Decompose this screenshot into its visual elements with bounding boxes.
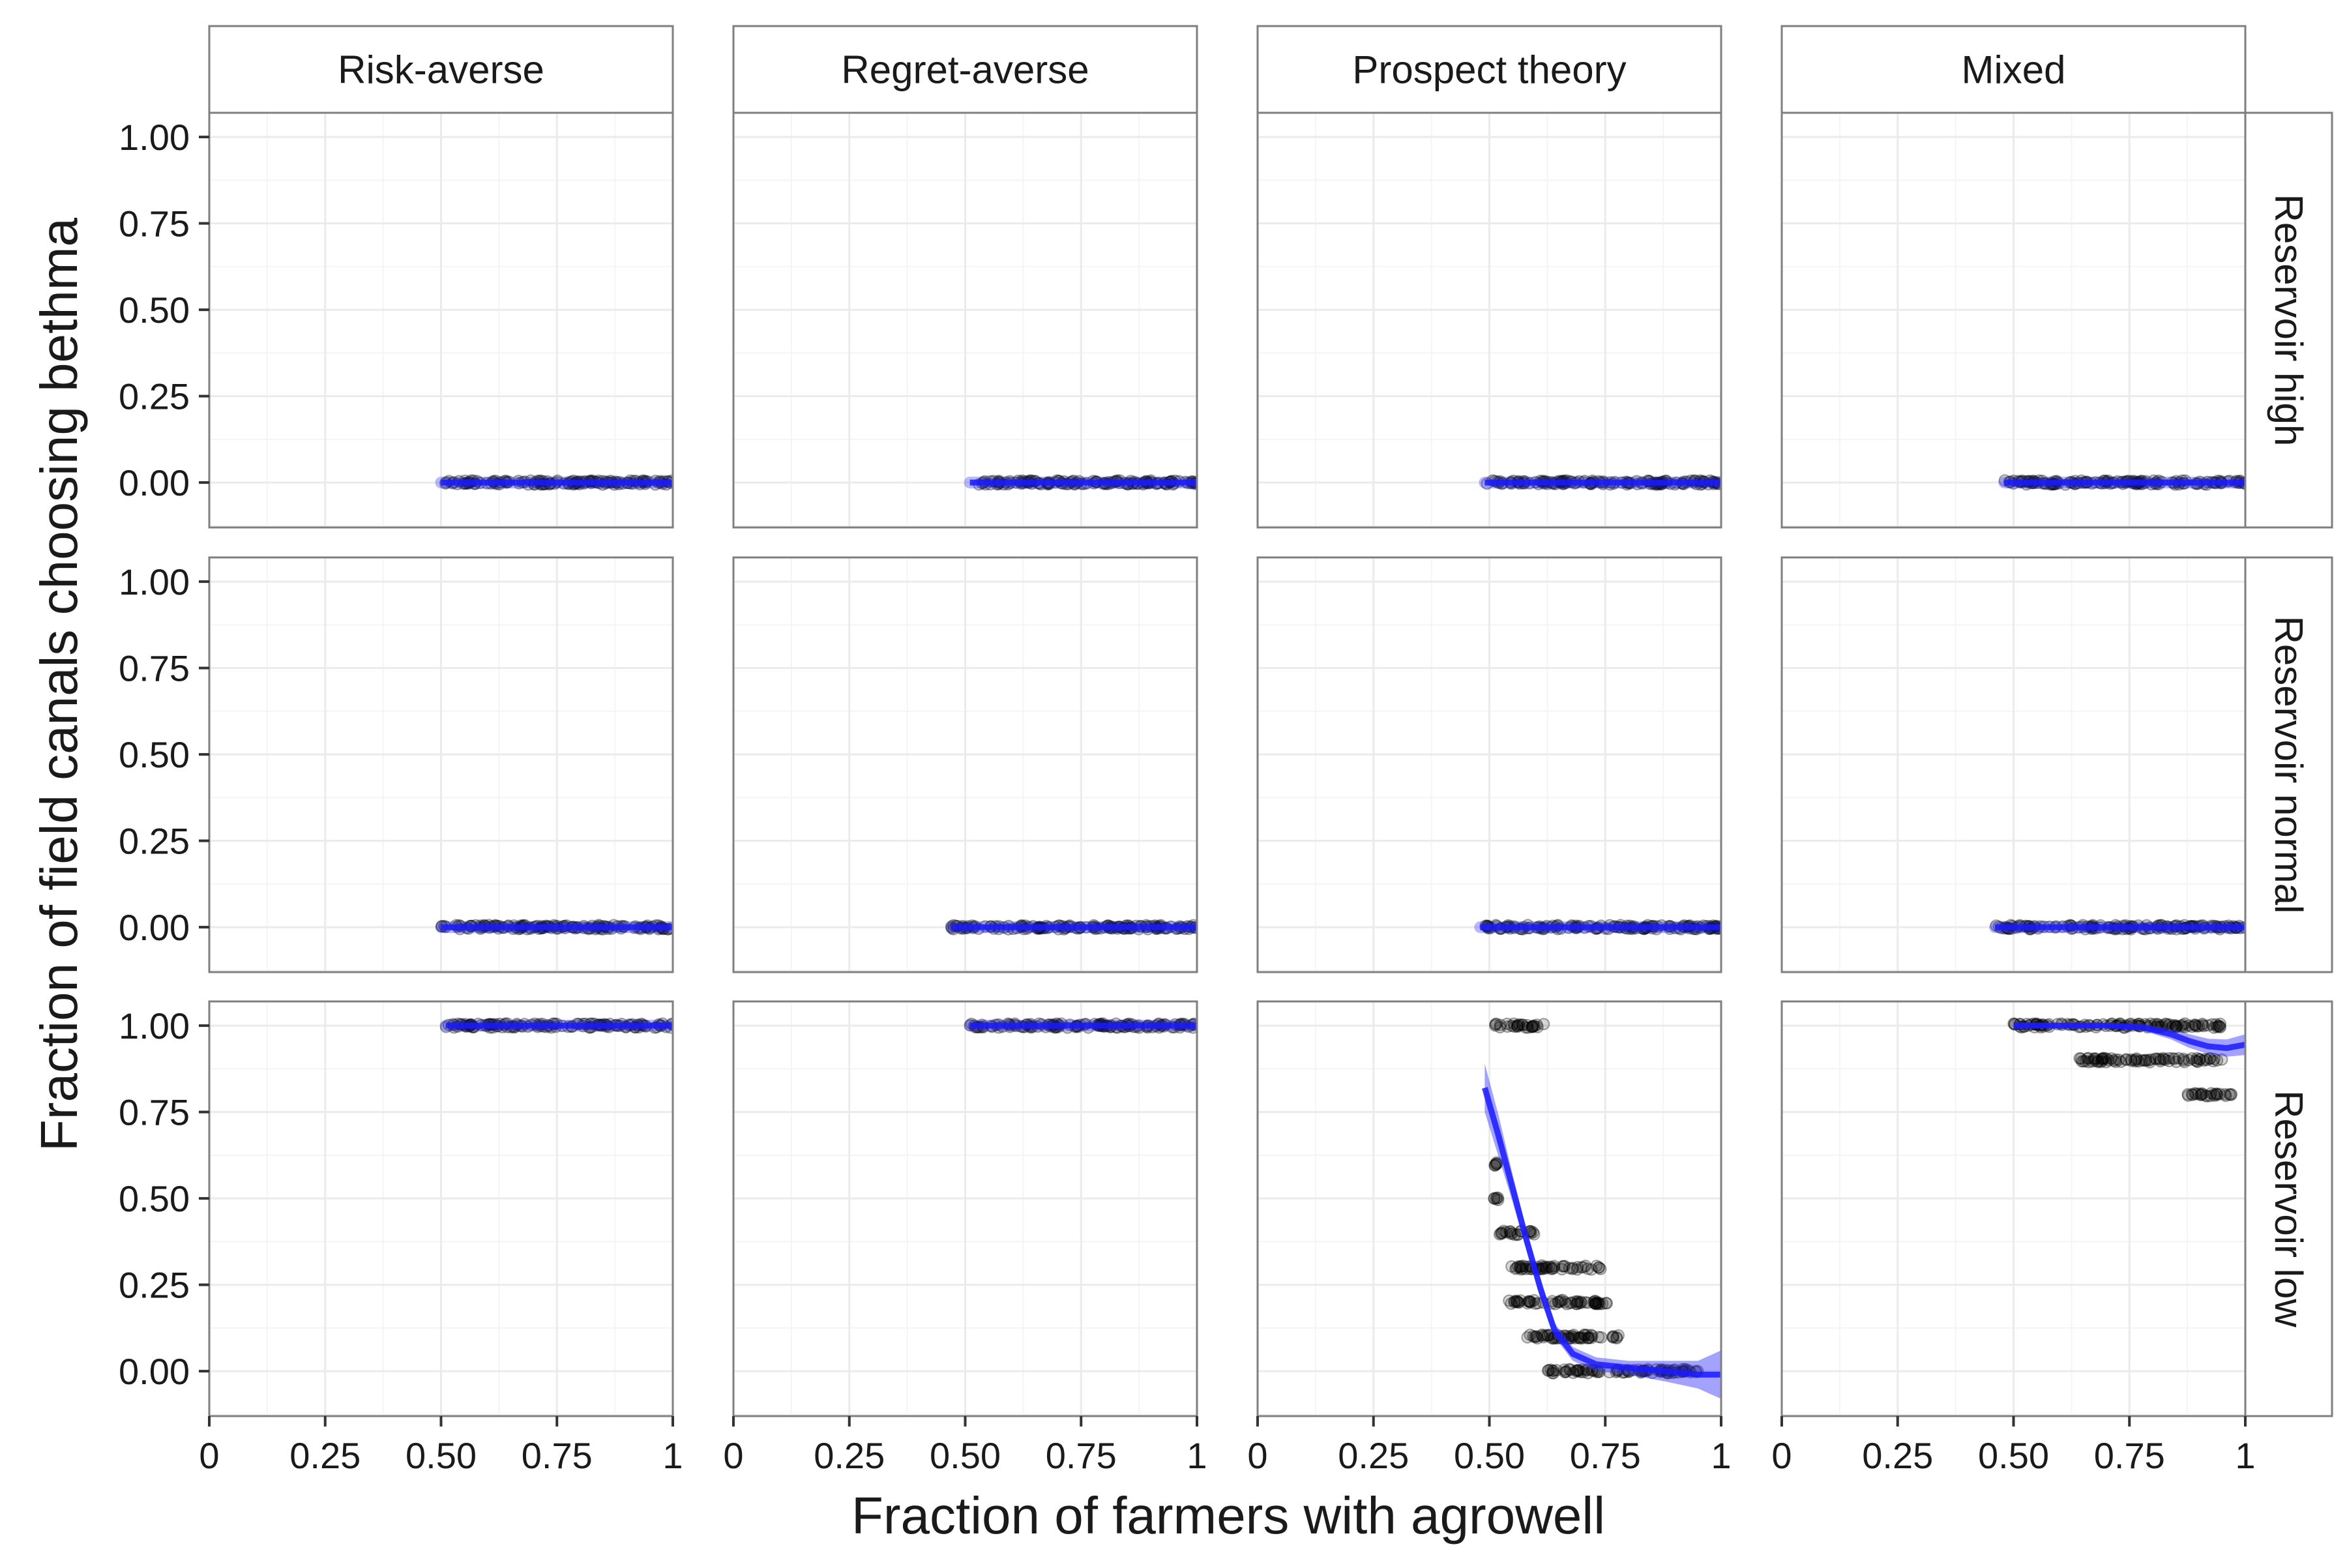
y-tick-label: 0.25 (119, 1265, 190, 1306)
data-point (2196, 1018, 2209, 1031)
data-point (1563, 1363, 1576, 1376)
data-point (2185, 1020, 2198, 1033)
x-tick-label: 1 (1711, 1435, 1731, 1476)
column-strip-label: Regret-averse (841, 48, 1089, 92)
x-axis-title: Fraction of farmers with agrowell (851, 1487, 1605, 1545)
data-point (1586, 1329, 1599, 1342)
data-point (1493, 1228, 1506, 1241)
row-strip-label: Reservoir normal (2267, 616, 2310, 914)
data-point (1508, 1020, 1521, 1033)
data-point (1589, 1297, 1602, 1310)
column-strip-label: Mixed (1961, 48, 2065, 92)
y-axis-title: Fraction of field canals choosing bethma (30, 218, 88, 1151)
x-tick-label: 0.50 (1978, 1435, 2049, 1476)
data-point (2149, 1052, 2162, 1065)
data-point (1552, 1295, 1565, 1309)
column-strip-label: Risk-averse (338, 48, 544, 92)
data-point (1530, 1330, 1543, 1343)
row-strip-label: Reservoir high (2267, 194, 2310, 447)
x-tick-label: 0 (1771, 1435, 1792, 1476)
data-point (1537, 1018, 1550, 1031)
data-point (2200, 1090, 2213, 1103)
data-point (2223, 1087, 2236, 1101)
x-tick-label: 1 (1187, 1435, 1207, 1476)
x-tick-label: 0.75 (522, 1435, 593, 1476)
data-point (1521, 1297, 1534, 1310)
y-tick-label: 0.50 (119, 1178, 190, 1219)
x-tick-label: 0.75 (1046, 1435, 1117, 1476)
x-tick-label: 0.50 (1454, 1435, 1525, 1476)
x-tick-label: 0 (723, 1435, 743, 1476)
y-tick-label: 0.75 (119, 1092, 190, 1133)
data-point (1505, 1260, 1518, 1273)
column-strip-label: Prospect theory (1352, 48, 1626, 92)
x-tick-label: 0.50 (406, 1435, 477, 1476)
y-tick-label: 1.00 (119, 561, 190, 602)
x-tick-label: 0.25 (289, 1435, 361, 1476)
data-point (1488, 1159, 1501, 1172)
x-tick-label: 0 (199, 1435, 219, 1476)
x-tick-label: 0.75 (1570, 1435, 1641, 1476)
data-point (1606, 1330, 1619, 1343)
data-point (1488, 1192, 1501, 1206)
y-tick-label: 0.25 (119, 821, 190, 862)
data-point (1547, 1364, 1560, 1377)
x-tick-label: 0.25 (1338, 1435, 1409, 1476)
y-tick-label: 0.50 (119, 289, 190, 331)
row-strip-label: Reservoir low (2267, 1090, 2310, 1327)
x-tick-label: 0.50 (930, 1435, 1001, 1476)
data-point (1544, 1260, 1557, 1273)
y-tick-label: 0.75 (119, 648, 190, 689)
data-point (1563, 1262, 1576, 1275)
y-tick-label: 0.75 (119, 203, 190, 244)
data-point (1571, 1295, 1584, 1308)
data-point (2074, 1052, 2088, 1065)
x-tick-label: 0.25 (814, 1435, 885, 1476)
data-point (2172, 1052, 2185, 1065)
data-point (1494, 1021, 1507, 1034)
y-tick-label: 0.25 (119, 376, 190, 417)
data-point (2109, 1053, 2122, 1066)
y-tick-label: 0.00 (119, 907, 190, 948)
x-tick-label: 1 (2235, 1435, 2255, 1476)
y-tick-label: 0.00 (119, 462, 190, 503)
data-point (1585, 1263, 1598, 1276)
data-point (2214, 1017, 2227, 1030)
y-tick-label: 1.00 (119, 1005, 190, 1046)
x-tick-label: 1 (662, 1435, 683, 1476)
x-tick-label: 0.25 (1862, 1435, 1933, 1476)
data-point (1575, 1261, 1588, 1274)
y-tick-label: 1.00 (119, 117, 190, 158)
data-point (2211, 1088, 2224, 1101)
y-tick-label: 0.00 (119, 1351, 190, 1392)
x-tick-label: 0.75 (2094, 1435, 2165, 1476)
x-tick-label: 0 (1247, 1435, 1267, 1476)
data-point (2119, 1054, 2133, 1067)
data-point (1511, 1295, 1524, 1308)
y-tick-label: 0.50 (119, 734, 190, 775)
data-point (1526, 1020, 1539, 1033)
